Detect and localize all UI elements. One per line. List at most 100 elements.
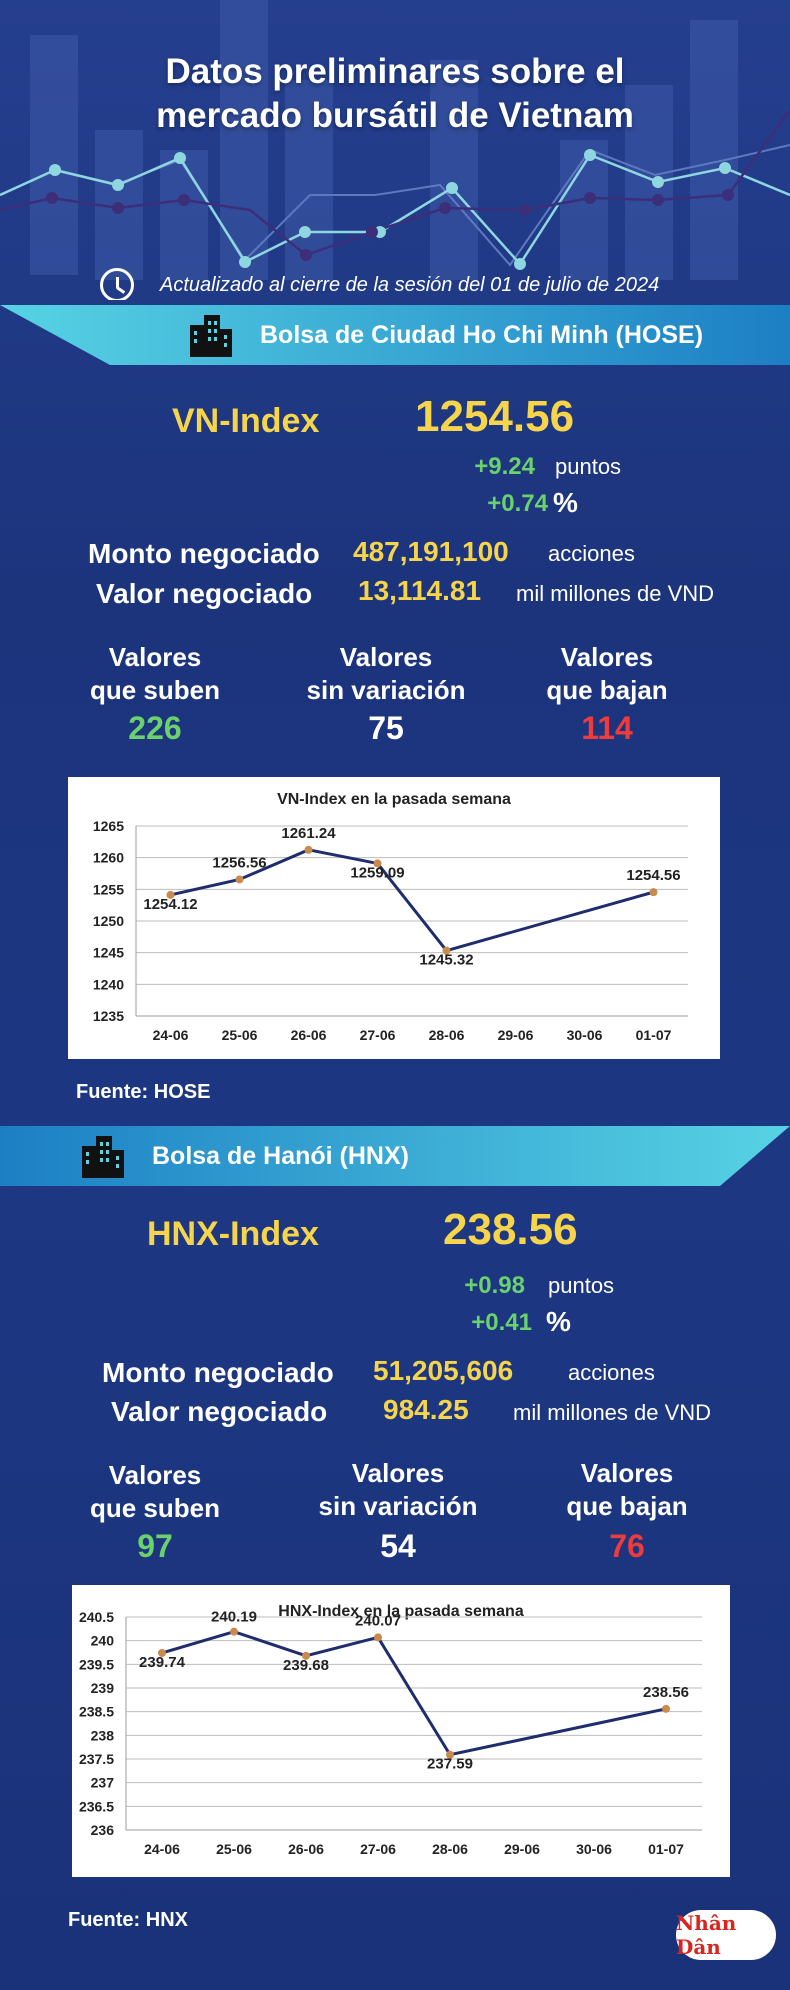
hose-banner: Bolsa de Ciudad Ho Chi Minh (HOSE) [0, 305, 790, 365]
hnx-xtick-label: 30-06 [576, 1841, 612, 1857]
vn-xtick-label: 30-06 [567, 1027, 603, 1043]
vn-data-point [166, 890, 175, 899]
hnx-index-chart: HNX-Index en la pasada semana 236 236.5 237… [79, 1603, 702, 1857]
hnx-change-percent: +0.41 [471, 1309, 532, 1336]
hnx-flat-label: Valores sin variación [288, 1457, 508, 1523]
logo-text: Nhân Dân [676, 1911, 737, 1959]
hnx-flat-count: 54 [380, 1528, 416, 1564]
hnx-chart-title: HNX-Index en la pasada semana [278, 1603, 524, 1620]
vn-up-label: Valores que suben [45, 641, 265, 707]
hnx-data-point [446, 1750, 454, 1759]
vn-xtick-label: 28-06 [429, 1027, 465, 1043]
hnx-xtick-label: 25-06 [216, 1841, 252, 1857]
hnx-xtick-label: 28-06 [432, 1841, 468, 1857]
vn-chart-title: VN-Index en la pasada semana [277, 791, 511, 808]
vn-data-point [304, 845, 313, 854]
hnx-value-value: 984.25 [383, 1394, 469, 1425]
hnx-points-unit: puntos [548, 1273, 615, 1298]
hnx-ytick-label: 240 [91, 1633, 115, 1649]
hnx-up-label: Valores que suben [45, 1459, 265, 1525]
hnx-up-count: 97 [137, 1528, 173, 1564]
hnx-ytick-label: 239 [91, 1680, 115, 1696]
hnx-volume-label: Monto negociado [102, 1357, 334, 1388]
vn-xtick-label: 26-06 [291, 1027, 327, 1043]
vn-ytick-label: 1265 [93, 818, 124, 834]
vn-series-line [170, 848, 654, 953]
vn-index-name: VN-Index [172, 402, 320, 440]
vn-down-label-line1: Valores [560, 642, 654, 672]
vn-change-percent: +0.74 [487, 490, 548, 517]
hnx-flat-label-line2: sin variación [318, 1491, 478, 1521]
hnx-data-label: 238.56 [643, 1684, 689, 1701]
vn-down-label: Valores que bajan [497, 641, 717, 707]
hnx-xtick-label: 29-06 [504, 1841, 540, 1857]
vn-xtick-label: 01-07 [636, 1027, 672, 1043]
vn-flat-label: Valores sin variación [276, 641, 496, 707]
vn-up-label-line1: Valores [108, 642, 202, 672]
hnx-data-label: 240.19 [211, 1609, 257, 1626]
vn-flat-label-line2: sin variación [306, 675, 466, 705]
hose-exchange-label: Bolsa de Ciudad Ho Chi Minh (HOSE) [260, 320, 704, 349]
hnx-ytick-label: 238 [91, 1727, 115, 1743]
hnx-source: Fuente: HNX [68, 1909, 188, 1931]
hnx-series-line [161, 1630, 667, 1757]
vn-index-chart-box: VN-Index en la pasada semana 1235 1240 1245… [68, 777, 720, 1059]
hnx-ytick-label: 236 [91, 1822, 115, 1838]
hnx-xtick-label: 26-06 [288, 1841, 324, 1857]
hnx-xtick-label: 24-06 [144, 1841, 180, 1857]
hnx-data-label: 237.59 [427, 1756, 473, 1773]
hnx-flat-label-line1: Valores [351, 1458, 445, 1488]
hnx-volume-unit: acciones [568, 1360, 655, 1385]
vn-down-label-line2: que bajan [546, 675, 668, 705]
vn-xtick-label: 25-06 [222, 1027, 258, 1043]
hnx-data-label: 239.68 [283, 1657, 329, 1674]
hnx-value-label: Valor negociado [111, 1396, 328, 1427]
vn-data-label: 1245.32 [419, 952, 473, 969]
hnx-data-label: 239.74 [139, 1654, 186, 1671]
hnx-xtick-label: 27-06 [360, 1841, 396, 1857]
vn-data-point [235, 875, 244, 884]
hnx-up-label-line1: Valores [108, 1460, 202, 1490]
hnx-ytick-label: 236.5 [79, 1798, 114, 1814]
vn-volume-unit: acciones [548, 541, 635, 566]
hose-source: Fuente: HOSE [76, 1081, 211, 1103]
vn-data-label: 1259.09 [350, 864, 404, 881]
hnx-percent-unit: % [546, 1306, 571, 1337]
hnx-volume-value: 51,205,606 [373, 1355, 514, 1386]
hnx-data-point [158, 1648, 166, 1657]
vn-data-label: 1256.56 [212, 854, 266, 871]
vn-ytick-label: 1235 [93, 1008, 124, 1024]
hnx-down-label: Valores que bajan [517, 1457, 737, 1523]
hnx-value-unit: mil millones de VND [513, 1400, 712, 1425]
hnx-index-value: 238.56 [443, 1205, 578, 1254]
hnx-change-points: +0.98 [464, 1272, 525, 1299]
vn-flat-count: 75 [368, 710, 404, 746]
vn-data-label: 1254.12 [143, 896, 197, 913]
clock-icon [100, 268, 134, 300]
hero-header: Datos preliminares sobre el mercado burs… [0, 0, 790, 300]
page-title: Datos preliminares sobre el mercado burs… [0, 50, 790, 138]
vn-points-unit: puntos [555, 454, 622, 479]
vn-flat-label-line1: Valores [339, 642, 433, 672]
hnx-data-point [374, 1633, 382, 1642]
vn-value-value: 13,114.81 [358, 575, 482, 606]
vn-change-points: +9.24 [474, 453, 535, 480]
hnx-index-chart-box: HNX-Index en la pasada semana 236 236.5 237… [72, 1585, 730, 1877]
vn-ytick-label: 1240 [93, 976, 124, 992]
hnx-banner-bar [0, 1126, 790, 1186]
vn-percent-unit: % [553, 487, 578, 518]
nhandan-logo: Nhân Dân [676, 1910, 776, 1960]
hero-decoration [0, 0, 790, 280]
update-text: Actualizado al cierre de la sesión del 0… [160, 273, 660, 296]
hnx-index-name: HNX-Index [147, 1215, 319, 1253]
hnx-up-label-line2: que suben [89, 1493, 220, 1523]
vn-data-point [373, 859, 382, 868]
building-icon [190, 315, 232, 357]
vn-up-count: 226 [128, 710, 182, 746]
vn-ytick-label: 1255 [93, 881, 124, 897]
hnx-xtick-label: 01-07 [648, 1841, 684, 1857]
hnx-down-label-line2: que bajan [566, 1491, 688, 1521]
vn-volume-value: 487,191,100 [353, 536, 509, 567]
vn-data-point [649, 888, 658, 897]
vn-xtick-label: 29-06 [498, 1027, 534, 1043]
